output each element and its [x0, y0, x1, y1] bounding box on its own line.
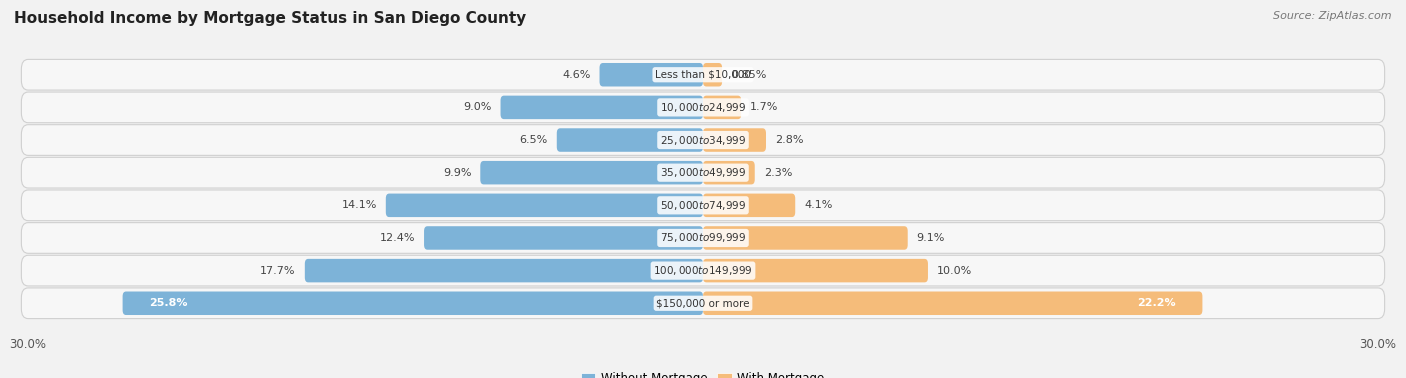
- Text: 9.9%: 9.9%: [443, 168, 471, 178]
- Text: Household Income by Mortgage Status in San Diego County: Household Income by Mortgage Status in S…: [14, 11, 526, 26]
- Text: 6.5%: 6.5%: [520, 135, 548, 145]
- Legend: Without Mortgage, With Mortgage: Without Mortgage, With Mortgage: [576, 367, 830, 378]
- FancyBboxPatch shape: [703, 291, 1202, 315]
- Text: 22.2%: 22.2%: [1137, 298, 1175, 308]
- FancyBboxPatch shape: [557, 128, 703, 152]
- Text: $100,000 to $149,999: $100,000 to $149,999: [654, 264, 752, 277]
- FancyBboxPatch shape: [305, 259, 703, 282]
- Text: 25.8%: 25.8%: [149, 298, 188, 308]
- FancyBboxPatch shape: [122, 291, 703, 315]
- Text: 9.1%: 9.1%: [917, 233, 945, 243]
- Text: 10.0%: 10.0%: [936, 266, 972, 276]
- FancyBboxPatch shape: [703, 161, 755, 184]
- Text: 12.4%: 12.4%: [380, 233, 415, 243]
- FancyBboxPatch shape: [703, 128, 766, 152]
- Text: 9.0%: 9.0%: [463, 102, 492, 112]
- Text: 14.1%: 14.1%: [342, 200, 377, 210]
- FancyBboxPatch shape: [481, 161, 703, 184]
- Text: Less than $10,000: Less than $10,000: [655, 70, 751, 80]
- Text: $150,000 or more: $150,000 or more: [657, 298, 749, 308]
- FancyBboxPatch shape: [21, 59, 1385, 90]
- FancyBboxPatch shape: [703, 259, 928, 282]
- FancyBboxPatch shape: [21, 125, 1385, 155]
- FancyBboxPatch shape: [599, 63, 703, 87]
- FancyBboxPatch shape: [703, 63, 723, 87]
- FancyBboxPatch shape: [21, 92, 1385, 123]
- Text: $35,000 to $49,999: $35,000 to $49,999: [659, 166, 747, 179]
- Text: 4.1%: 4.1%: [804, 200, 832, 210]
- Text: 1.7%: 1.7%: [751, 102, 779, 112]
- FancyBboxPatch shape: [703, 96, 741, 119]
- Text: 17.7%: 17.7%: [260, 266, 295, 276]
- FancyBboxPatch shape: [703, 194, 796, 217]
- Text: $50,000 to $74,999: $50,000 to $74,999: [659, 199, 747, 212]
- Text: $10,000 to $24,999: $10,000 to $24,999: [659, 101, 747, 114]
- FancyBboxPatch shape: [703, 226, 908, 250]
- Text: 0.85%: 0.85%: [731, 70, 766, 80]
- Text: $25,000 to $34,999: $25,000 to $34,999: [659, 133, 747, 147]
- FancyBboxPatch shape: [21, 190, 1385, 221]
- FancyBboxPatch shape: [21, 157, 1385, 188]
- FancyBboxPatch shape: [385, 194, 703, 217]
- Text: Source: ZipAtlas.com: Source: ZipAtlas.com: [1274, 11, 1392, 21]
- FancyBboxPatch shape: [21, 223, 1385, 253]
- Text: 2.3%: 2.3%: [763, 168, 792, 178]
- Text: 4.6%: 4.6%: [562, 70, 591, 80]
- Text: $75,000 to $99,999: $75,000 to $99,999: [659, 231, 747, 245]
- FancyBboxPatch shape: [21, 255, 1385, 286]
- FancyBboxPatch shape: [21, 288, 1385, 319]
- Text: 2.8%: 2.8%: [775, 135, 803, 145]
- FancyBboxPatch shape: [501, 96, 703, 119]
- FancyBboxPatch shape: [425, 226, 703, 250]
